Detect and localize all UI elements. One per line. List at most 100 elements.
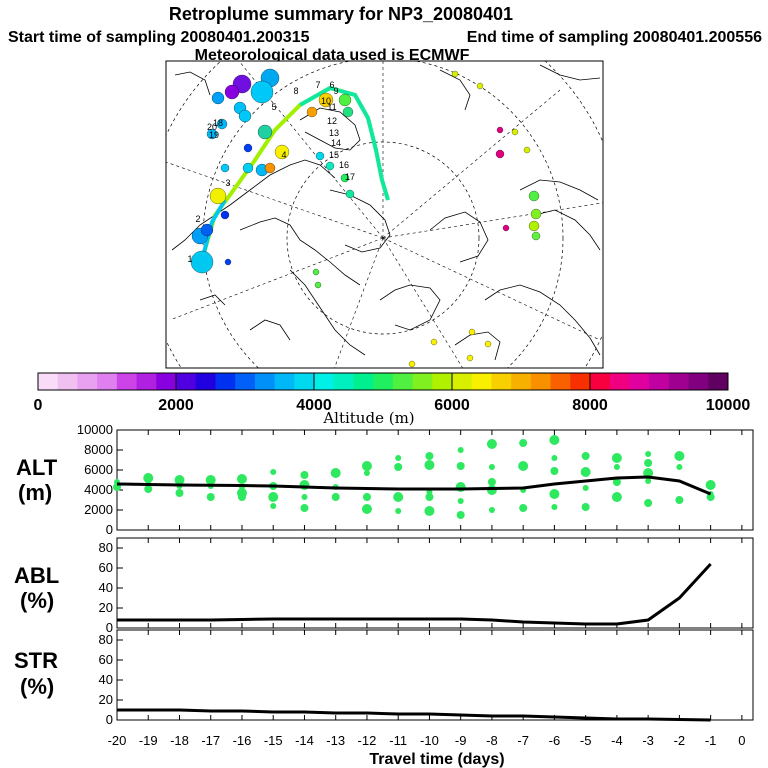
map-plume-marker: [200, 223, 214, 237]
map-graticule: [166, 61, 603, 368]
colorbar-cell: [629, 373, 650, 390]
colorbar-cell: [353, 373, 374, 390]
alt-scatter-point: [361, 504, 372, 514]
alt-scatter-point: [519, 504, 528, 512]
colorbar-cell: [57, 373, 78, 390]
colorbar-tick-label: 8000: [572, 397, 608, 414]
alt-scatter-point: [457, 447, 464, 453]
map-plume-marker: [523, 146, 531, 154]
map-plume-marker: [318, 92, 334, 108]
y-tick-label: 10000: [77, 422, 113, 437]
colorbar-cell: [373, 373, 394, 390]
colorbar-cell: [116, 373, 138, 390]
colorbar-cell: [136, 373, 157, 390]
x-tick-label: -16: [233, 733, 252, 748]
colorbar-cell: [254, 373, 276, 390]
alt-scatter-point: [394, 463, 403, 471]
abl-panel: ABL (%) 0 20 40 60 80: [14, 537, 754, 635]
map-day-label: 7: [315, 80, 320, 90]
alt-scatter-point: [361, 461, 372, 471]
colorbar-cell: [550, 373, 571, 390]
map-plume-marker: [274, 144, 290, 160]
alt-scatter-point: [486, 439, 497, 449]
x-tick-label: -9: [455, 733, 467, 748]
alt-plot: 0 2000 4000 6000 8000 10000: [77, 422, 743, 537]
alt-scatter-point: [206, 493, 215, 501]
map-plume-marker: [340, 173, 350, 183]
map-plume-marker: [242, 162, 254, 174]
colorbar-cell: [688, 373, 709, 390]
y-tick-label: 40: [99, 580, 113, 595]
alt-scatter-point: [300, 504, 309, 512]
abl-unit: (%): [20, 588, 54, 613]
colorbar-cell: [195, 373, 216, 390]
map-day-label: 3: [225, 178, 230, 188]
alt-scatter-point: [236, 474, 247, 484]
alt-scatter-point: [456, 511, 465, 519]
y-tick-label: 0: [106, 522, 113, 537]
start-time-title: Start time of sampling 20080401.200315: [8, 29, 310, 46]
alt-scatter-point: [674, 451, 685, 461]
alt-scatter-point: [675, 496, 684, 504]
alt-scatter-point: [174, 475, 185, 485]
abl-label: ABL: [14, 563, 59, 588]
alt-scatter-point: [424, 506, 435, 516]
map-plume-marker: [484, 340, 492, 348]
abl-plot: 0 20 40 60 80: [99, 538, 743, 635]
map-plume-marker: [325, 161, 335, 171]
alt-scatter-point: [393, 492, 404, 502]
alt-scatter-point: [362, 493, 371, 501]
alt-unit: (m): [18, 480, 52, 505]
y-tick-label: 80: [99, 632, 113, 647]
map-day-label: 12: [327, 116, 337, 126]
y-tick-label: 60: [99, 652, 113, 667]
main-title: Retroplume summary for NP3_20080401: [169, 4, 513, 24]
alt-scatter-point: [331, 493, 340, 501]
map-day-label: 14: [331, 138, 341, 148]
colorbar-tick-label: 10000: [706, 397, 751, 414]
map-plume-marker: [250, 80, 274, 104]
x-tick-label: -10: [420, 733, 439, 748]
abl-line: [117, 562, 712, 626]
x-tick-label: -7: [517, 733, 529, 748]
y-tick-label: 60: [99, 560, 113, 575]
map-day-label: 16: [339, 160, 349, 170]
y-tick-label: 20: [99, 692, 113, 707]
colorbar-cell: [471, 373, 492, 390]
map-plume-marker: [314, 281, 322, 289]
alt-scatter-point: [268, 492, 279, 502]
x-tick-label: -6: [549, 733, 561, 748]
map-plume-marker: [408, 360, 416, 368]
map-day-label: 20: [207, 122, 217, 132]
map-day-label: 13: [329, 128, 339, 138]
alt-scatter-point: [643, 468, 654, 478]
alt-scatter-point: [519, 439, 528, 447]
map-plume-marker: [206, 128, 218, 140]
str-frame: [116, 629, 754, 721]
map-plume-marker: [476, 82, 484, 90]
map-plume-marker: [528, 190, 540, 202]
alt-scatter-point: [300, 471, 309, 479]
colorbar-cell: [176, 373, 197, 390]
x-tick-label: -14: [295, 733, 314, 748]
colorbar-cell: [38, 373, 59, 390]
colorbar-cell: [215, 373, 236, 390]
alt-scatter-point: [549, 435, 560, 445]
map-plume-marker: [502, 224, 510, 232]
x-tick-label: -3: [642, 733, 654, 748]
map-plume-marker: [209, 187, 227, 205]
colorbar-label: Altitude (m): [322, 409, 414, 427]
colorbar-cell: [590, 373, 611, 390]
alt-scatter-point: [705, 480, 716, 490]
colorbar: 0 2000 4000 6000 8000 10000 Altitude (m): [34, 372, 751, 427]
colorbar-cell: [491, 373, 512, 390]
map-plume-marker: [531, 231, 541, 241]
map-day-label: 5: [271, 102, 276, 112]
colorbar-cell: [333, 373, 354, 390]
alt-scatter-point: [330, 468, 341, 478]
x-tick-label: -15: [264, 733, 283, 748]
colorbar-cell: [609, 373, 630, 390]
y-tick-label: 40: [99, 672, 113, 687]
